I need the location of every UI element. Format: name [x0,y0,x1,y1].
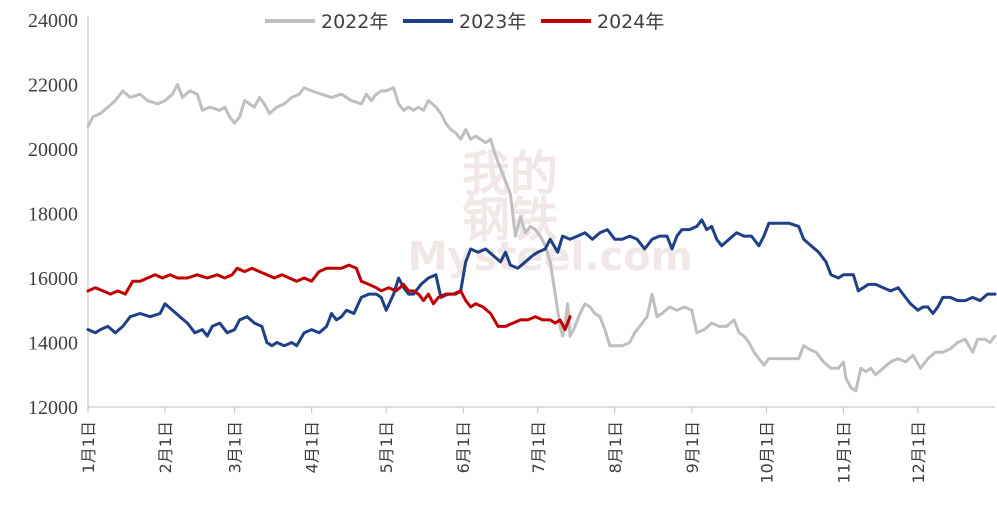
x-tick-label: 8月1日 [606,421,625,473]
x-tick-label: 6月1日 [454,421,473,473]
legend-label: 2022年 [321,11,388,33]
x-tick-label: 3月1日 [226,421,245,473]
y-tick-label: 22000 [28,75,78,97]
x-tick-label: 11月1日 [834,421,853,484]
series-layer [86,83,997,393]
series-line-2022年 [86,83,997,393]
x-tick-label: 9月1日 [683,421,702,473]
x-tick-label: 1月1日 [79,421,98,473]
series-line-2023年 [86,218,997,348]
legend: 2022年 2023年 2024年 [265,11,664,33]
legend-label: 2024年 [597,11,664,33]
x-tick-label: 7月1日 [529,421,548,473]
x-tick-label: 5月1日 [377,421,396,473]
y-tick-label: 24000 [28,10,78,32]
y-tick-label: 20000 [28,139,78,161]
x-tick-label: 4月1日 [303,421,322,473]
x-tick-label: 2月1日 [156,421,175,473]
y-tick-label: 18000 [28,204,78,226]
x-tick-label: 12月1日 [909,421,928,484]
legend-label: 2023年 [459,11,526,33]
y-tick-label: 14000 [28,333,78,355]
y-tick-label: 16000 [28,268,78,290]
axes: 12000 14000 16000 18000 20000 22000 24000 1月1日 2… [28,10,995,484]
x-tick-label: 10月1日 [757,421,776,484]
series-line-2024年 [86,263,572,332]
y-tick-label: 12000 [28,397,78,419]
watermark: 我的 钢铁 Mysteel.com [408,146,693,280]
